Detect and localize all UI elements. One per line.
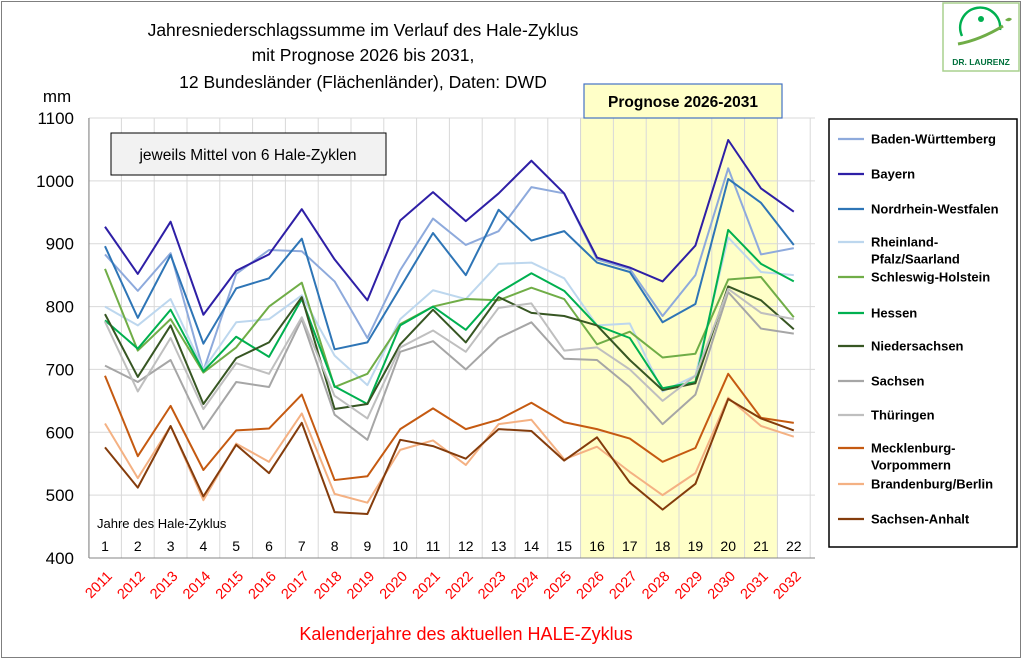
cycle-year-labels: 1 2 3 4 5 6 7 8 9 10 11 12 13 14 15 16 17 18 19 20 21 22 — [101, 538, 802, 554]
cycle-year-label: 21 — [753, 538, 769, 554]
logo: DR. LAURENZ — [942, 2, 1020, 72]
series-line-nordrhein-westfalen — [104, 177, 795, 351]
x-tick-label: 2025 — [541, 569, 575, 603]
y-tick-labels: 400 500 600 700 800 900 1000 1100 — [36, 109, 74, 568]
legend-label: Baden-Württemberg — [871, 132, 996, 147]
series-line-schleswig-holstein — [104, 268, 795, 389]
x-tick-label: 2032 — [770, 569, 804, 603]
legend-label: Niedersachsen — [871, 339, 964, 354]
x-tick-label: 2030 — [705, 569, 739, 603]
title-line-2: mit Prognose 2026 bis 2031, — [252, 45, 475, 65]
x-tick-label: 2023 — [475, 569, 509, 603]
x-tick-label: 2031 — [738, 569, 772, 603]
legend-label: Brandenburg/Berlin — [871, 477, 993, 492]
series-line-hessen — [104, 228, 795, 405]
cycle-year-label: 8 — [331, 538, 339, 554]
note-text: jeweils Mittel von 6 Hale-Zyklen — [138, 147, 356, 164]
cycle-year-label: 18 — [655, 538, 671, 554]
cycle-year-label: 20 — [720, 538, 736, 554]
series-line-mecklenburg-vorpommern — [104, 372, 794, 482]
x-tick-label: 2017 — [278, 569, 312, 603]
cycle-year-label: 22 — [786, 538, 802, 554]
x-tick-label: 2020 — [377, 569, 411, 603]
x-tick-label: 2029 — [672, 569, 706, 603]
x-tick-label: 2013 — [147, 569, 181, 603]
x-tick-label: 2027 — [606, 569, 640, 603]
x-tick-label: 2028 — [639, 569, 673, 603]
cycle-year-label: 19 — [688, 538, 704, 554]
cycle-year-label: 7 — [298, 538, 306, 554]
legend: Baden-Württemberg Bayern Nordrhein-Westfal… — [828, 118, 1018, 548]
x-tick-label: 2014 — [180, 569, 214, 603]
series-line-sachsen-anhalt — [104, 397, 795, 515]
y-tick-label: 400 — [46, 549, 74, 568]
x-tick-label: 2016 — [246, 569, 280, 603]
x-tick-label: 2011 — [82, 569, 115, 602]
cycle-year-label: 3 — [167, 538, 175, 554]
cycle-year-label: 17 — [622, 538, 638, 554]
legend-label: Bayern — [871, 167, 915, 182]
title-line-1: Jahresniederschlagssumme im Verlauf des … — [148, 20, 579, 40]
cycle-year-label: 10 — [392, 538, 408, 554]
y-tick-label: 1100 — [37, 109, 74, 128]
legend-label: Hessen — [871, 306, 917, 321]
y-tick-label: 700 — [46, 360, 74, 379]
series-line-sachsen — [104, 291, 794, 441]
x-tick-label: 2019 — [344, 569, 378, 603]
series-line-bayern — [104, 139, 795, 316]
x-tick-label: 2012 — [114, 569, 148, 603]
cycle-year-label: 15 — [556, 538, 572, 554]
chart-title: Jahresniederschlagssumme im Verlauf des … — [148, 20, 579, 92]
series-line-baden-w-rttemberg — [104, 167, 794, 372]
cycle-year-label: 4 — [200, 538, 208, 554]
cycle-year-label: 9 — [364, 538, 372, 554]
legend-label: Nordrhein-Westfalen — [871, 202, 999, 217]
leaf-icon — [1005, 17, 1012, 22]
cycle-label: Jahre des Hale-Zyklus — [97, 516, 227, 531]
note-box: jeweils Mittel von 6 Hale-Zyklen — [110, 132, 387, 176]
legend-label: Sachsen-Anhalt — [871, 512, 970, 527]
x-tick-label: 2015 — [213, 569, 247, 603]
x-tick-labels: 2011201220132014201520162017201820192020… — [82, 569, 804, 603]
forecast-label: Prognose 2026-2031 — [608, 94, 758, 111]
series-line-rheinland-pfalz-saarland — [104, 236, 794, 393]
cycle-year-label: 14 — [524, 538, 540, 554]
legend-label: Mecklenburg-Vorpommern — [871, 441, 956, 473]
forecast-label-box: Prognose 2026-2031 — [583, 83, 783, 119]
x-tick-label: 2026 — [574, 569, 608, 603]
x-tick-label: 2018 — [311, 569, 345, 603]
logo-text: DR. LAURENZ — [952, 57, 1010, 67]
cycle-year-label: 11 — [426, 538, 441, 554]
y-tick-label: 500 — [46, 486, 74, 505]
cycle-year-label: 13 — [491, 538, 507, 554]
legend-label: Schleswig-Holstein — [871, 270, 990, 285]
title-line-3: 12 Bundesländer (Flächenländer), Daten: … — [179, 72, 547, 92]
x-axis-title: Kalenderjahre des aktuellen HALE-Zyklus — [299, 624, 632, 644]
cycle-year-label: 16 — [589, 538, 605, 554]
legend-label: Rheinland-Pfalz/Saarland — [871, 235, 960, 267]
series-line-th-ringen — [104, 287, 794, 420]
series-line-niedersachsen — [104, 285, 795, 411]
cycle-year-label: 2 — [134, 538, 142, 554]
cycle-year-label: 5 — [232, 538, 240, 554]
legend-label: Sachsen — [871, 374, 925, 389]
cycle-year-label: 1 — [101, 538, 109, 554]
y-tick-label: 1000 — [36, 172, 74, 191]
y-tick-label: 900 — [46, 235, 74, 254]
cycle-year-label: 6 — [265, 538, 273, 554]
y-tick-label: 600 — [46, 423, 74, 442]
legend-label: Thüringen — [871, 408, 935, 423]
y-axis-unit: mm — [43, 87, 71, 106]
y-tick-label: 800 — [46, 298, 74, 317]
cycle-year-label: 12 — [458, 538, 474, 554]
x-tick-label: 2024 — [508, 569, 542, 603]
x-tick-label: 2021 — [410, 569, 444, 603]
series-lines — [104, 139, 795, 515]
x-tick-label: 2022 — [442, 569, 476, 603]
